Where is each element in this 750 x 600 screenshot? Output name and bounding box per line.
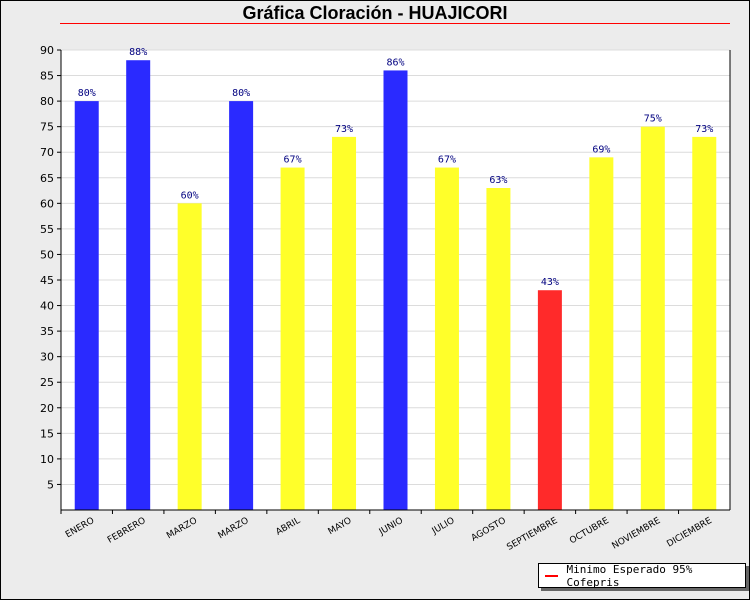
bar [692, 136, 717, 510]
data-label: 80% [232, 88, 250, 99]
bar [434, 167, 459, 511]
y-tick-label: 50 [40, 248, 54, 261]
y-tick-label: 55 [40, 223, 54, 236]
y-tick-label: 90 [40, 44, 54, 57]
y-tick-label: 70 [40, 146, 54, 159]
x-tick-label: FEBRERO [106, 516, 148, 546]
x-tick-label: ENERO [64, 516, 96, 540]
title-underline [60, 23, 730, 24]
data-label: 88% [129, 47, 147, 58]
y-tick-label: 65 [40, 172, 54, 185]
chart-title: Gráfica Cloración - HUAJICORI [242, 3, 508, 23]
bar [486, 188, 511, 510]
y-tick-label: 75 [40, 121, 54, 134]
data-label: 73% [335, 124, 353, 135]
legend-swatch [545, 574, 559, 577]
y-tick-label: 10 [40, 453, 54, 466]
data-label: 43% [541, 277, 559, 288]
bar [229, 101, 254, 510]
legend: Minimo Esperado 95% Cofepris [538, 562, 746, 589]
x-tick-label: DICIEMBRE [665, 516, 714, 550]
y-tick-label: 15 [40, 427, 54, 440]
x-tick-label: SEPTIEMBRE [505, 516, 559, 553]
x-tick-label: MAYO [327, 516, 354, 537]
data-label: 86% [386, 57, 404, 68]
x-tick-label: MARZO [165, 516, 199, 541]
legend-label: Minimo Esperado 95% Cofepris [566, 562, 693, 589]
x-tick-label: NOVIEMBRE [611, 516, 663, 552]
data-label: 67% [438, 155, 456, 166]
bar [280, 167, 305, 511]
y-tick-label: 30 [40, 351, 54, 364]
bar [126, 60, 151, 510]
x-tick-label: OCTUBRE [568, 516, 611, 547]
data-label: 75% [644, 114, 662, 125]
data-label: 69% [592, 144, 610, 155]
y-tick-label: 20 [40, 402, 54, 415]
x-tick-label: MARZO [217, 516, 251, 541]
x-tick-label: AGOSTO [470, 516, 508, 544]
y-tick-label: 60 [40, 197, 54, 210]
x-tick-label: JUNIO [377, 516, 405, 538]
bar [383, 70, 408, 510]
bar [177, 203, 202, 511]
bar [332, 136, 357, 510]
x-tick-label: ABRIL [274, 516, 302, 538]
y-tick-label: 85 [40, 70, 54, 83]
data-label: 80% [78, 88, 96, 99]
y-tick-label: 35 [40, 325, 54, 338]
bar [537, 290, 562, 510]
y-tick-label: 25 [40, 376, 54, 389]
data-label: 73% [695, 124, 713, 135]
data-label: 67% [284, 155, 302, 166]
x-tick-label: JULIO [430, 516, 457, 537]
data-label: 63% [489, 175, 507, 186]
bar [589, 157, 614, 511]
y-tick-label: 5 [47, 478, 54, 491]
bar [74, 101, 99, 510]
bar [640, 126, 665, 511]
y-tick-label: 80 [40, 95, 54, 108]
y-tick-label: 40 [40, 300, 54, 313]
data-label: 60% [181, 190, 199, 201]
y-tick-label: 45 [40, 274, 54, 287]
